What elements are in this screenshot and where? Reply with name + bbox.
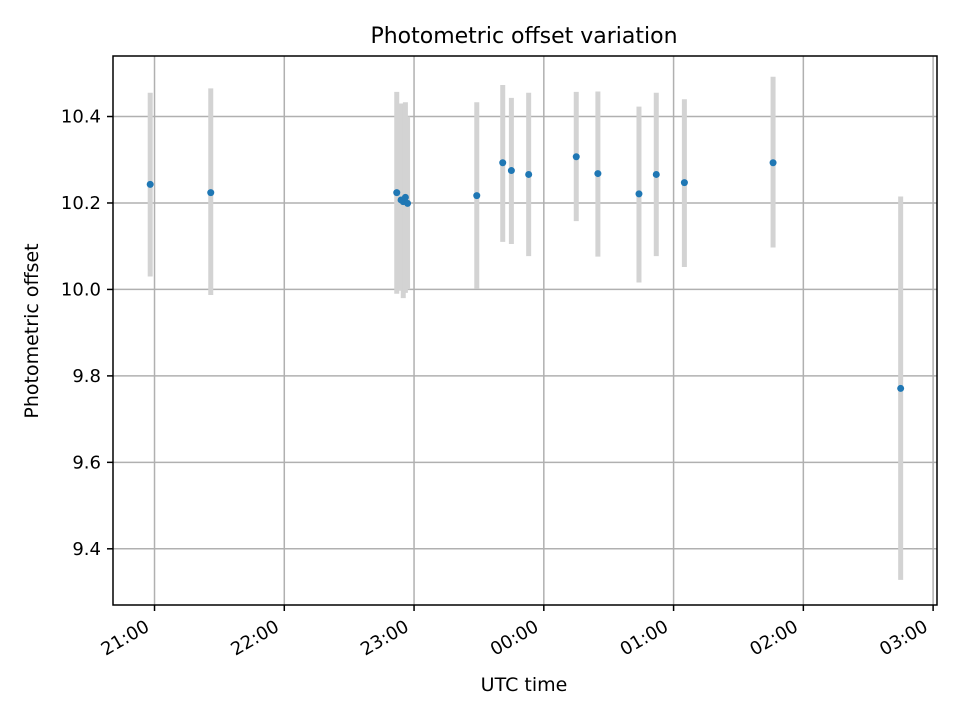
data-point (652, 170, 660, 178)
y-tick-label: 10.0 (61, 279, 101, 300)
data-point (525, 170, 533, 178)
data-point (473, 192, 481, 200)
data-point (769, 159, 777, 167)
x-tick-label: 00:00 (487, 616, 542, 660)
y-tick-label: 10.4 (61, 107, 101, 128)
data-point (207, 189, 215, 197)
x-tick-label: 01:00 (617, 616, 672, 660)
data-point (401, 193, 409, 201)
x-axis-label: UTC time (481, 674, 568, 696)
axis-layer (112, 55, 938, 606)
data-point (897, 384, 905, 392)
data-point (146, 180, 154, 188)
grid-layer (113, 56, 937, 605)
data-point (404, 199, 412, 207)
errorbar-layer (147, 76, 904, 580)
x-tick-label: 02:00 (746, 616, 801, 660)
y-tick-label: 9.4 (72, 539, 101, 560)
x-tick-label: 21:00 (98, 616, 153, 660)
chart-title: Photometric offset variation (370, 24, 677, 49)
plot-frame (112, 55, 938, 606)
data-point (635, 190, 643, 198)
data-point (680, 179, 688, 187)
point-layer (146, 153, 905, 392)
data-point (507, 167, 515, 175)
tick-layer: 21:00 22:00 23:00 00:00 01:00 02:00 03:00 9.4 9.… (61, 107, 934, 660)
y-tick-label: 9.8 (72, 366, 101, 387)
data-point (393, 189, 401, 197)
data-point (594, 170, 602, 178)
y-axis-label: Photometric offset (21, 243, 43, 418)
y-tick-label: 9.6 (72, 452, 101, 473)
data-point (499, 159, 507, 167)
x-tick-label: 03:00 (876, 616, 931, 660)
x-tick-label: 23:00 (357, 616, 412, 660)
data-point (572, 153, 580, 161)
x-tick-label: 22:00 (227, 616, 282, 660)
y-tick-label: 10.2 (61, 193, 101, 214)
